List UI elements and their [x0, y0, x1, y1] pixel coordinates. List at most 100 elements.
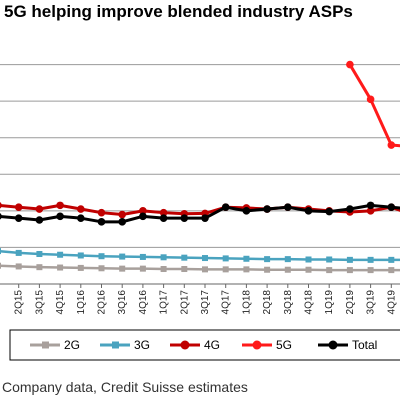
data-point	[366, 207, 375, 215]
data-point	[56, 201, 64, 210]
x-tick-label: 3Q16	[117, 290, 128, 315]
legend-item-2g: 2G	[30, 338, 80, 352]
plot-area	[0, 60, 400, 274]
series-line	[0, 250, 400, 262]
series-line	[0, 264, 400, 272]
x-tick-label: 1Q17	[159, 290, 170, 315]
data-point	[98, 253, 105, 260]
legend-label: Total	[352, 338, 377, 352]
legend-swatch-marker	[252, 340, 262, 350]
data-point	[0, 262, 1, 269]
data-point	[284, 256, 291, 263]
data-point	[159, 208, 168, 217]
x-tick-label: 4Q19	[386, 290, 397, 315]
data-point	[366, 201, 375, 210]
data-point	[366, 95, 375, 104]
data-point	[387, 203, 396, 211]
x-tick-label: 2Q17	[179, 290, 190, 315]
data-point	[119, 265, 126, 272]
data-point	[242, 207, 251, 215]
data-point	[243, 266, 250, 273]
data-point	[98, 265, 105, 272]
data-point	[367, 267, 374, 274]
legend-item-3g: 3G	[100, 338, 150, 352]
legend-label: 4G	[204, 338, 220, 352]
legend-item-4g: 4G	[170, 338, 220, 352]
data-point	[139, 212, 147, 221]
data-point	[77, 264, 84, 271]
data-point	[181, 266, 188, 273]
data-point	[160, 266, 167, 273]
x-tick-label: 4Q16	[138, 290, 149, 315]
legend-item-5g: 5G	[242, 338, 292, 352]
legend-swatch-marker	[42, 341, 49, 349]
data-point	[35, 205, 44, 213]
data-point	[118, 210, 126, 219]
x-tick-label: 3Q18	[283, 290, 294, 315]
data-point	[284, 203, 292, 211]
data-point	[346, 205, 354, 213]
data-point	[14, 203, 23, 211]
data-point	[304, 207, 313, 215]
data-point	[181, 254, 188, 261]
x-tick-label: 4Q17	[221, 290, 232, 315]
data-point	[222, 266, 229, 273]
data-point	[159, 214, 168, 222]
x-tick-label: 1Q19	[324, 290, 335, 315]
data-point	[97, 208, 106, 217]
data-point	[139, 253, 146, 260]
data-point	[264, 256, 271, 263]
data-point	[264, 266, 271, 273]
x-tick-label: 3Q17	[200, 290, 211, 315]
legend-swatch-marker	[180, 340, 190, 350]
data-point	[346, 60, 354, 69]
data-point	[119, 253, 126, 260]
series-line	[0, 203, 400, 224]
series-line	[0, 203, 400, 217]
data-point	[180, 214, 189, 222]
x-tick-label: 1Q16	[76, 290, 87, 315]
source-note: Company data, Credit Suisse estimates	[2, 379, 248, 395]
data-point	[36, 264, 43, 271]
legend-label: 3G	[134, 338, 150, 352]
data-point	[346, 256, 353, 263]
data-point	[388, 267, 395, 274]
data-point	[387, 141, 396, 149]
data-point	[388, 256, 395, 263]
data-point	[202, 266, 208, 273]
x-tick-label: 2Q19	[345, 290, 356, 315]
x-tick-label: 4Q15	[55, 290, 66, 315]
data-point	[56, 212, 64, 221]
x-tick-label: 1Q18	[241, 290, 252, 315]
legend-swatch-marker	[112, 341, 119, 349]
data-point	[160, 254, 167, 261]
x-tick-label: 3Q19	[366, 290, 377, 315]
series-3g	[0, 248, 400, 263]
data-point	[139, 265, 146, 272]
data-point	[221, 203, 230, 211]
legend-label: 2G	[64, 338, 80, 352]
data-point	[0, 202, 2, 209]
data-point	[326, 267, 333, 274]
data-point	[367, 256, 374, 263]
x-tick-label: 2Q16	[97, 290, 108, 315]
x-tick-label: 2Q18	[262, 290, 273, 315]
legend-label: 5G	[276, 338, 292, 352]
legend: 2G 3G 4G 5G Total	[9, 329, 400, 361]
data-point	[15, 263, 22, 270]
series-2g	[0, 262, 400, 274]
data-point	[346, 267, 353, 274]
data-point	[139, 207, 147, 215]
chart-title: 5G helping improve blended industry ASPs	[4, 2, 353, 21]
data-point	[57, 264, 64, 271]
x-tick-label: 2Q15	[14, 290, 25, 315]
x-axis: 2Q15 3Q15 4Q15 1Q16 2Q16 3Q16 4Q16 1Q17 2Q17 3Q17…	[0, 283, 400, 315]
series-5g	[346, 60, 400, 149]
data-point	[305, 256, 312, 263]
data-point	[222, 255, 229, 262]
data-point	[201, 214, 209, 222]
data-point	[0, 248, 1, 255]
x-tick-label: 4Q18	[304, 290, 315, 315]
data-point	[326, 256, 333, 263]
